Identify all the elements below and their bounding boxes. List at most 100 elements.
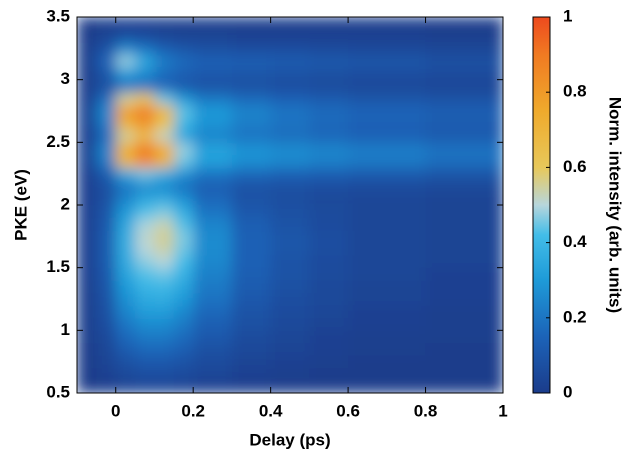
heatmap-cell bbox=[77, 129, 97, 143]
heatmap-cell bbox=[77, 330, 97, 344]
heatmap-cell bbox=[96, 104, 117, 118]
heatmap-cell bbox=[173, 255, 194, 269]
heatmap-cell bbox=[154, 54, 175, 68]
heatmap-cell bbox=[96, 292, 117, 306]
heatmap-cell bbox=[154, 380, 175, 393]
heatmap-cell bbox=[231, 42, 272, 56]
heatmap-cell bbox=[348, 305, 427, 319]
heatmap-cell bbox=[173, 192, 194, 206]
heatmap-cell bbox=[193, 280, 233, 294]
heatmap-cell bbox=[96, 67, 117, 81]
heatmap-cell bbox=[115, 330, 136, 344]
heatmap-cell bbox=[348, 255, 427, 269]
heatmap-cell bbox=[154, 29, 175, 43]
heatmap-cell bbox=[135, 104, 155, 118]
y-axis-label: PKE (eV) bbox=[11, 169, 30, 241]
heatmap-cell bbox=[154, 305, 175, 319]
heatmap-cell bbox=[115, 342, 136, 356]
heatmap-cell bbox=[270, 129, 310, 143]
heatmap-cell bbox=[96, 117, 117, 131]
heatmap-cell bbox=[154, 242, 175, 256]
heatmap-cell bbox=[193, 92, 233, 106]
heatmap-cell bbox=[193, 330, 233, 344]
heatmap-cell bbox=[425, 167, 503, 181]
heatmap-cell bbox=[135, 117, 155, 131]
heatmap-cell bbox=[96, 167, 117, 181]
heatmap-cell bbox=[154, 192, 175, 206]
colorbar-tick-label: 0 bbox=[563, 382, 572, 401]
heatmap-cell bbox=[193, 179, 233, 193]
heatmap-cell bbox=[77, 267, 97, 281]
x-tick-label: 0.6 bbox=[336, 401, 360, 420]
heatmap-cell bbox=[77, 117, 97, 131]
heatmap-cell bbox=[77, 355, 97, 369]
heatmap-cell bbox=[309, 17, 349, 31]
heatmap-cell bbox=[135, 167, 155, 181]
heatmap-cell bbox=[231, 242, 272, 256]
heatmap-cell bbox=[96, 217, 117, 231]
heatmap-cell bbox=[231, 367, 272, 381]
heatmap-cell bbox=[270, 179, 310, 193]
colorbar bbox=[532, 16, 551, 394]
heatmap-cell bbox=[309, 142, 349, 156]
heatmap-cell bbox=[309, 305, 349, 319]
heatmap-cell bbox=[115, 317, 136, 331]
heatmap-cell bbox=[77, 255, 97, 269]
plot-area bbox=[77, 17, 503, 393]
heatmap-cell bbox=[270, 292, 310, 306]
heatmap-cell bbox=[77, 167, 97, 181]
heatmap-cell bbox=[348, 217, 427, 231]
heatmap-cell bbox=[270, 280, 310, 294]
heatmap-cell bbox=[309, 217, 349, 231]
heatmap-cell bbox=[96, 29, 117, 43]
heatmap-cell bbox=[270, 242, 310, 256]
heatmap-cell bbox=[348, 79, 427, 93]
heatmap-cell bbox=[77, 305, 97, 319]
heatmap-cell bbox=[154, 342, 175, 356]
heatmap-cell bbox=[425, 342, 503, 356]
heatmap-cell bbox=[173, 355, 194, 369]
heatmap-cell bbox=[309, 280, 349, 294]
heatmap-cell bbox=[348, 167, 427, 181]
heatmap-cell bbox=[77, 292, 97, 306]
heatmap-cell bbox=[309, 380, 349, 393]
x-tick-label: 1 bbox=[498, 401, 507, 420]
heatmap-cell bbox=[231, 129, 272, 143]
heatmap-cell bbox=[231, 79, 272, 93]
heatmap-cell bbox=[135, 280, 155, 294]
heatmap-cell bbox=[231, 217, 272, 231]
heatmap-cell bbox=[348, 267, 427, 281]
heatmap-cell bbox=[115, 367, 136, 381]
heatmap-cell bbox=[154, 67, 175, 81]
y-tick-label: 1 bbox=[61, 320, 70, 339]
heatmap-cell bbox=[231, 330, 272, 344]
heatmap-cell bbox=[135, 42, 155, 56]
heatmap-cell bbox=[193, 142, 233, 156]
heatmap-cell bbox=[348, 342, 427, 356]
heatmap-cell bbox=[77, 280, 97, 294]
heatmap-cell bbox=[115, 217, 136, 231]
heatmap-cell bbox=[77, 342, 97, 356]
heatmap-cell bbox=[135, 205, 155, 219]
heatmap-cell bbox=[96, 255, 117, 269]
heatmap-cell bbox=[96, 79, 117, 93]
heatmap-cell bbox=[96, 179, 117, 193]
heatmap-cell bbox=[115, 242, 136, 256]
heatmap-cell bbox=[309, 192, 349, 206]
heatmap-cell bbox=[154, 167, 175, 181]
heatmap-cell bbox=[173, 230, 194, 244]
heatmap-cell bbox=[348, 67, 427, 81]
heatmap-cell bbox=[154, 205, 175, 219]
heatmap-cell bbox=[193, 117, 233, 131]
heatmap-cell bbox=[193, 54, 233, 68]
heatmap-cell bbox=[270, 54, 310, 68]
heatmap-cell bbox=[425, 267, 503, 281]
heatmap-cell bbox=[425, 217, 503, 231]
heatmap-cell bbox=[173, 142, 194, 156]
heatmap-cell bbox=[173, 117, 194, 131]
heatmap-cell bbox=[231, 230, 272, 244]
heatmap-cell bbox=[348, 205, 427, 219]
heatmap-cell bbox=[348, 380, 427, 393]
heatmap-cell bbox=[348, 104, 427, 118]
heatmap-cell bbox=[154, 117, 175, 131]
